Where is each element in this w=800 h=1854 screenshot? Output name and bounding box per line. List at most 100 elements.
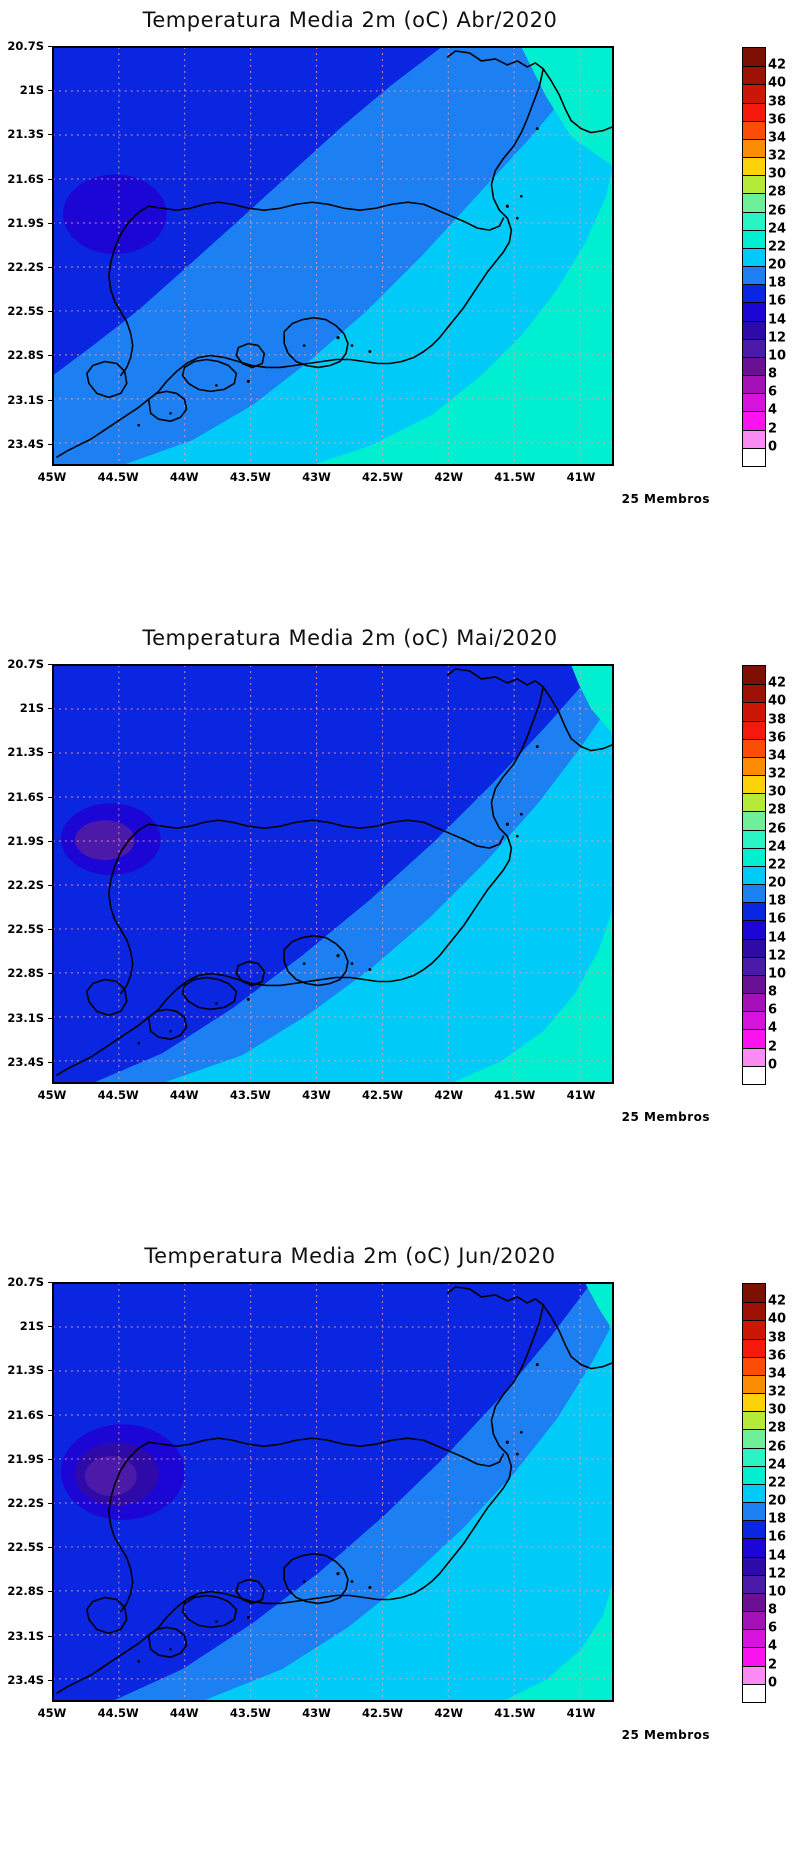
colorbar-swatch (743, 1502, 765, 1521)
x-axis-labels: 45W 44.5W 44W 43.5W 43W 42.5W 42W 41.5W 41W (38, 470, 614, 492)
y-tick-mark (48, 1061, 53, 1063)
colorbar-tick-label: 12 (768, 330, 787, 346)
colorbar-tick-label: 32 (768, 1384, 787, 1400)
x-tick-label: 44.5W (97, 470, 139, 484)
colorbar-tick-label: 28 (768, 184, 787, 200)
cold-core-west (62, 174, 167, 255)
colorbar-swatch (743, 1538, 765, 1557)
colorbar-swatch (743, 829, 765, 848)
y-tick-label: 20.7S (7, 657, 44, 671)
y-tick-label: 22.2S (7, 878, 44, 893)
colorbar-swatch (743, 1284, 765, 1303)
contour-map-abr (53, 47, 613, 465)
colorbar-swatch (743, 356, 765, 376)
cold-core-west-inner (74, 820, 135, 861)
colorbar-tick-label: 22 (768, 857, 787, 873)
colorbar-swatch (743, 1338, 765, 1357)
colorbar-swatch (743, 1611, 765, 1630)
colorbar-swatch (743, 811, 765, 830)
colorbar-swatch (743, 666, 765, 685)
colorbar-swatch (743, 720, 765, 739)
x-tick-label: 43.5W (229, 470, 271, 484)
y-tick-mark (48, 1503, 53, 1505)
colorbar-swatch (743, 411, 765, 430)
colorbar-tick-label: 0 (768, 439, 778, 455)
y-tick-mark (48, 973, 53, 975)
plot-area (52, 1282, 614, 1702)
colorbar-swatch (743, 1356, 765, 1375)
coastline-path (56, 668, 613, 1076)
x-tick-label: 42.5W (362, 1088, 404, 1102)
colorbar-tick-label: 42 (768, 675, 787, 691)
y-tick-mark (48, 178, 53, 180)
colorbar-swatch (743, 375, 765, 394)
colorbar-tick-label: 38 (768, 712, 787, 728)
colorbar-swatch (743, 884, 765, 903)
colorbar-tick-label: 38 (768, 94, 787, 110)
y-tick-mark (48, 46, 53, 47)
panel-title: Temperatura Media 2m (oC) Abr/2020 (142, 8, 558, 32)
colorbar-swatch (743, 684, 765, 703)
x-tick-label: 45W (37, 470, 67, 484)
colorbar-swatch (743, 1592, 765, 1612)
colorbar-swatch (743, 793, 765, 812)
y-tick-mark (48, 708, 53, 710)
coastline-path (56, 50, 613, 458)
band-22-24-ne (571, 665, 613, 735)
colorbar-tick-label: 16 (768, 911, 787, 927)
island-dots (137, 1363, 539, 1663)
panel-title: Temperatura Media 2m (oC) Mai/2020 (142, 626, 558, 650)
y-tick-mark (48, 664, 53, 665)
y-tick-mark (48, 1458, 53, 1460)
y-tick-mark (48, 752, 53, 754)
colorbar-tick-label: 10 (768, 1584, 787, 1600)
colorbar-swatch (743, 175, 765, 194)
colorbar-swatch (743, 1047, 765, 1066)
colorbar-tick-label: 24 (768, 221, 787, 237)
y-tick-label: 22.2S (7, 260, 44, 275)
band-20-22 (53, 700, 613, 1083)
colorbar-swatch (743, 66, 765, 85)
colorbar-labels: 42 40 38 36 34 32 30 28 26 24 22 20 18 16 14 12 10 8 6 4 2 0 (768, 1283, 800, 1701)
y-tick-label: 21.6S (7, 1407, 44, 1422)
colorbar (742, 665, 766, 1085)
y-tick-label: 21.9S (7, 833, 44, 848)
x-tick-label: 41.5W (494, 1088, 536, 1102)
colorbar-tick-label: 32 (768, 766, 787, 782)
colorbar-labels: 42 40 38 36 34 32 30 28 26 24 22 20 18 16 14 12 10 8 6 4 2 0 (768, 665, 800, 1083)
colorbar-swatch (743, 266, 765, 285)
y-tick-label: 22.5S (7, 922, 44, 937)
colorbar-tick-label: 30 (768, 166, 787, 182)
grid-lines (53, 665, 613, 1083)
band-22-24-ne (585, 1283, 613, 1331)
colorbar-tick-label: 8 (768, 366, 778, 382)
colorbar-swatch (743, 1465, 765, 1484)
colorbar-tick-label: 40 (768, 693, 787, 709)
colorbar-tick-label: 18 (768, 1511, 787, 1527)
y-tick-label: 21.9S (7, 215, 44, 230)
colorbar-swatch (743, 320, 765, 339)
colorbar-tick-label: 12 (768, 948, 787, 964)
x-tick-label: 44.5W (97, 1088, 139, 1102)
band-24-26-ne (521, 47, 613, 167)
plot-area (52, 46, 614, 466)
x-tick-label: 41W (566, 470, 596, 484)
y-tick-label: 21.9S (7, 1451, 44, 1466)
colorbar-tick-label: 6 (768, 1620, 778, 1636)
colorbar-tick-label: 20 (768, 1493, 787, 1509)
y-tick-label: 22.8S (7, 1584, 44, 1599)
colorbar-tick-label: 18 (768, 893, 787, 909)
colorbar-tick-label: 2 (768, 1039, 778, 1055)
colorbar-tick-label: 8 (768, 984, 778, 1000)
colorbar-swatch (743, 1574, 765, 1593)
colorbar-tick-label: 34 (768, 1366, 787, 1382)
y-tick-label: 21.3S (7, 745, 44, 760)
colorbar-swatch (743, 956, 765, 975)
y-tick-mark (48, 267, 53, 269)
colorbar-swatch (743, 1320, 765, 1339)
x-tick-label: 42W (434, 470, 464, 484)
colorbar-tick-label: 20 (768, 257, 787, 273)
y-tick-label: 23.4S (7, 436, 44, 451)
colorbar-swatch (743, 229, 765, 248)
colorbar-swatch (743, 120, 765, 139)
